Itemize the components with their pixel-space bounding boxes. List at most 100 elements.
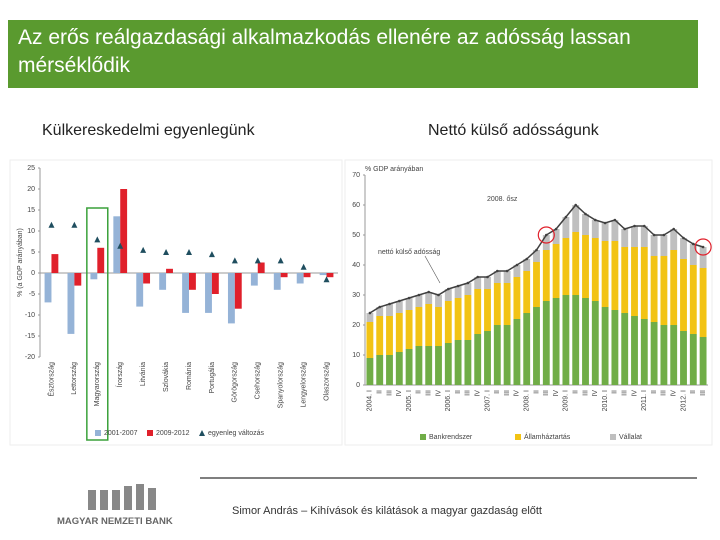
bar-segment bbox=[660, 235, 668, 256]
bar-segment bbox=[523, 313, 531, 385]
bar-segment bbox=[572, 232, 580, 295]
x-tick-label: II bbox=[455, 390, 462, 394]
bar-segment bbox=[611, 220, 619, 241]
change-marker bbox=[71, 221, 78, 228]
annotation-circle bbox=[537, 226, 555, 244]
bar-segment bbox=[376, 316, 384, 355]
bar-segment bbox=[503, 271, 511, 283]
bar bbox=[296, 273, 304, 284]
debt-point bbox=[662, 233, 666, 237]
debt-point bbox=[456, 284, 460, 288]
bar bbox=[90, 273, 98, 280]
bar-segment bbox=[699, 268, 707, 337]
bar-segment bbox=[621, 313, 629, 385]
bar-segment bbox=[444, 289, 452, 301]
debt-point bbox=[545, 233, 548, 237]
y-tick-label: 20 bbox=[352, 322, 360, 329]
y-tick-label: 0 bbox=[31, 270, 35, 277]
change-marker bbox=[254, 257, 261, 264]
x-tick-label: IV bbox=[592, 390, 599, 397]
bar bbox=[44, 273, 52, 303]
bar-segment bbox=[435, 346, 442, 385]
x-tick-label: III bbox=[622, 390, 629, 396]
x-tick-label: 2009. I bbox=[563, 390, 570, 411]
bar bbox=[280, 273, 288, 278]
bar-segment bbox=[542, 301, 550, 385]
bar-segment bbox=[454, 340, 462, 385]
bar-segment bbox=[484, 289, 491, 331]
bar-segment bbox=[425, 346, 433, 385]
y-axis-label: % GDP arányában bbox=[365, 166, 423, 173]
legend-swatch bbox=[420, 434, 426, 440]
x-tick-label: II bbox=[612, 390, 619, 394]
change-marker bbox=[163, 249, 170, 255]
x-tick-label: III bbox=[582, 390, 589, 396]
x-tick-label: Litvánia bbox=[140, 362, 147, 386]
debt-point bbox=[427, 290, 431, 294]
bar-segment bbox=[464, 340, 472, 385]
x-tick-label: Magyarország bbox=[94, 362, 101, 406]
bar-segment bbox=[454, 286, 462, 298]
change-marker bbox=[94, 236, 101, 243]
debt-point bbox=[701, 245, 705, 249]
x-tick-label: Észtország bbox=[46, 362, 55, 397]
debt-point bbox=[505, 269, 509, 273]
bar bbox=[159, 273, 167, 290]
bar-segment bbox=[601, 223, 609, 241]
y-tick-label: -15 bbox=[25, 333, 35, 340]
bar-segment bbox=[376, 355, 384, 385]
change-marker bbox=[186, 249, 192, 255]
change-marker bbox=[48, 221, 55, 228]
bar-segment bbox=[552, 244, 560, 298]
bar-segment bbox=[670, 325, 678, 385]
x-tick-label: III bbox=[504, 390, 511, 396]
debt-point bbox=[623, 227, 626, 231]
bar-segment bbox=[660, 256, 668, 325]
bar-segment bbox=[484, 331, 491, 385]
bar-segment bbox=[484, 277, 491, 289]
y-tick-label: 15 bbox=[27, 207, 35, 214]
debt-point bbox=[496, 269, 499, 273]
bar-segment bbox=[435, 295, 442, 307]
bar bbox=[120, 189, 128, 273]
debt-point bbox=[486, 275, 489, 279]
logo bbox=[88, 484, 156, 510]
bar-segment bbox=[395, 313, 403, 352]
legend-label: 2009-2012 bbox=[156, 430, 190, 437]
bar bbox=[205, 273, 212, 313]
bar-segment bbox=[562, 295, 570, 385]
bar-segment bbox=[582, 235, 589, 298]
bar-segment bbox=[533, 307, 540, 385]
bar bbox=[143, 273, 151, 284]
x-tick-label: IV bbox=[396, 390, 403, 397]
footer-text: Simor András – Kihívások és kilátások a … bbox=[232, 505, 542, 517]
y-tick-label: 50 bbox=[352, 232, 360, 239]
x-tick-label: Portugália bbox=[209, 362, 216, 394]
y-tick-label: 10 bbox=[352, 352, 360, 359]
bar-segment bbox=[552, 298, 560, 385]
bar-segment bbox=[699, 337, 707, 385]
bar-segment bbox=[650, 322, 658, 385]
bar-segment bbox=[582, 298, 589, 385]
y-tick-label: 0 bbox=[356, 382, 360, 389]
bar-segment bbox=[601, 241, 609, 307]
bar-segment bbox=[493, 271, 501, 283]
debt-point bbox=[388, 302, 391, 306]
bar-segment bbox=[631, 247, 638, 316]
bar-segment bbox=[444, 343, 452, 385]
x-tick-label: Írország bbox=[115, 362, 124, 387]
change-marker bbox=[277, 257, 284, 264]
change-marker bbox=[323, 276, 330, 283]
debt-point bbox=[613, 218, 617, 222]
bar-segment bbox=[680, 238, 687, 259]
y-axis-label: % (a GDP arányában) bbox=[17, 228, 24, 297]
bar-segment bbox=[513, 265, 521, 277]
bar-segment bbox=[601, 307, 609, 385]
y-tick-label: 60 bbox=[352, 202, 360, 209]
bar-segment bbox=[591, 301, 599, 385]
legend-label: Államháztartás bbox=[524, 432, 571, 441]
legend-label: Bankrendszer bbox=[429, 434, 473, 441]
bar-segment bbox=[689, 265, 697, 334]
bar bbox=[97, 247, 105, 273]
bar-segment bbox=[464, 283, 472, 295]
